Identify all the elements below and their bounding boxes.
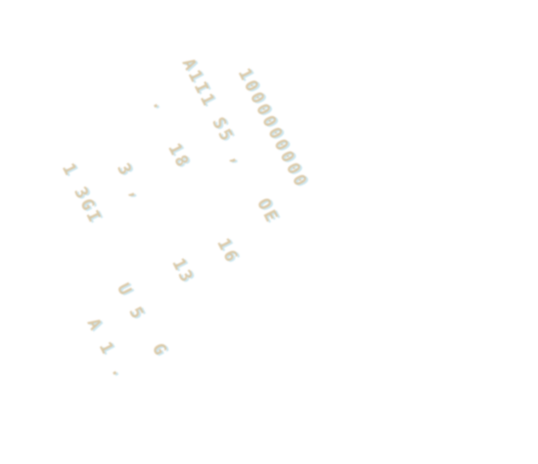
text-fragment: 1 3GI [58, 160, 106, 228]
text-fragment: . [148, 95, 172, 116]
text-fragment: G [148, 340, 172, 361]
text-fragment: 1000000000 [234, 65, 312, 192]
text-fragment: A 1 . [83, 315, 131, 383]
